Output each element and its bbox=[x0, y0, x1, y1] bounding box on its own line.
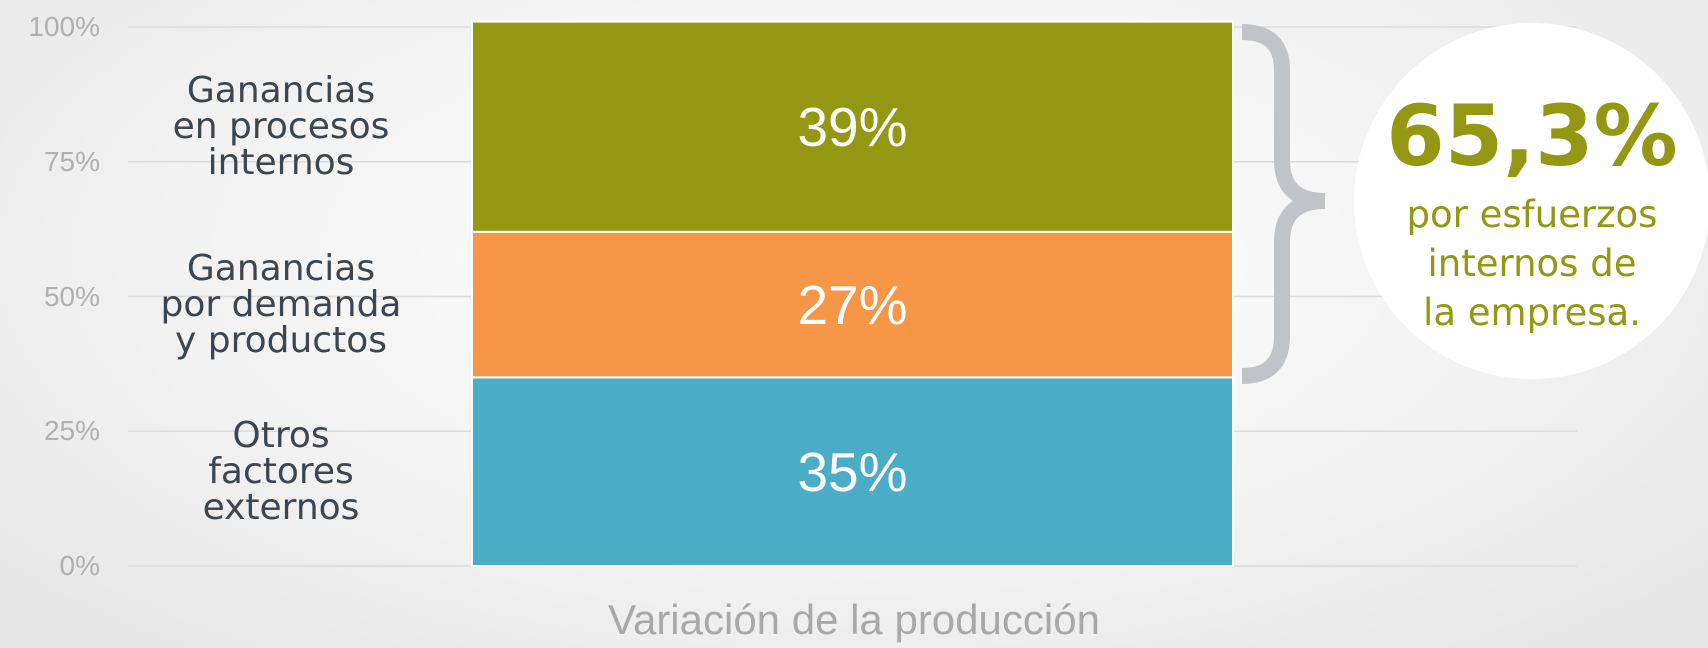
annotation-text: por esfuerzos internos de la empresa. bbox=[1406, 193, 1658, 334]
legend-label: Otros factores externos bbox=[202, 414, 360, 528]
value-label: 39% bbox=[797, 95, 908, 158]
y-tick-label: 25% bbox=[43, 415, 100, 447]
brace bbox=[1241, 24, 1326, 384]
legend-label: Ganancias en procesos internos bbox=[172, 69, 390, 183]
legend-label: Ganancias por demanda y productos bbox=[160, 247, 402, 361]
y-tick-label: 0% bbox=[59, 550, 100, 581]
y-tick-label: 75% bbox=[43, 145, 100, 177]
x-axis-label: Variación de la producción bbox=[608, 596, 1100, 643]
bar-segment bbox=[471, 376, 1234, 567]
y-tick-label: 50% bbox=[43, 280, 100, 312]
annotation-circle bbox=[1354, 23, 1708, 379]
annotation-value: 65,3% bbox=[1386, 87, 1678, 185]
value-label: 35% bbox=[797, 440, 908, 503]
bar-segment bbox=[471, 230, 1234, 379]
y-tick-label: 100% bbox=[28, 11, 100, 42]
bar-segment bbox=[471, 20, 1234, 233]
value-label: 27% bbox=[797, 273, 908, 336]
